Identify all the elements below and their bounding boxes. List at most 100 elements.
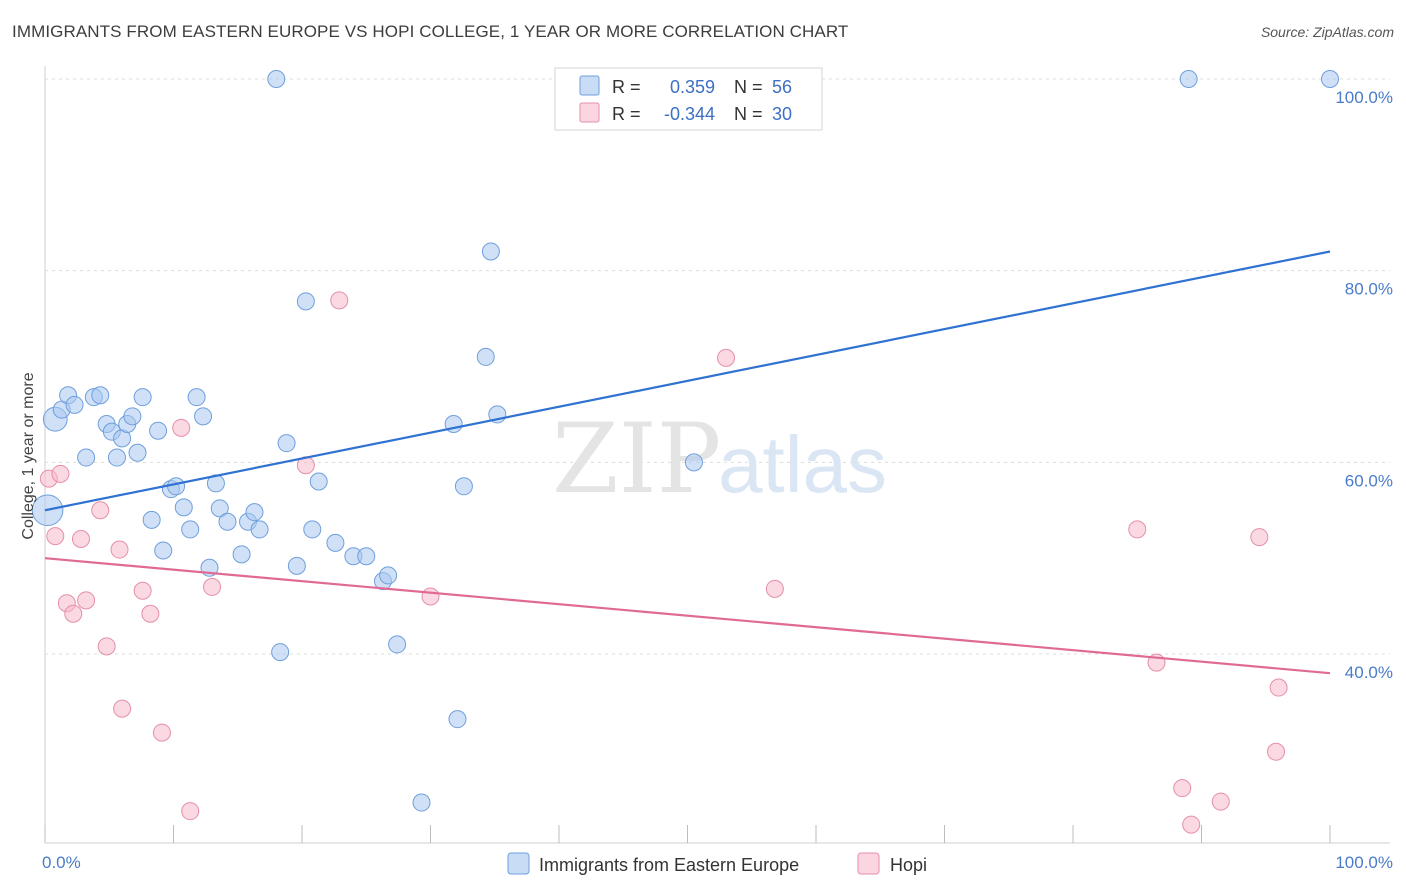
point-eastern-europe-48 (448, 710, 467, 729)
point-hopi-26 (1211, 792, 1230, 811)
point-hopi-15 (181, 802, 200, 821)
point-hopi-29 (1269, 678, 1288, 697)
point-eastern-europe-7 (91, 386, 110, 405)
point-eastern-europe-51 (481, 242, 500, 261)
point-eastern-europe-14 (128, 443, 147, 462)
legend-n-label-1: N = (734, 77, 763, 97)
point-eastern-europe-18 (154, 541, 173, 560)
point-eastern-europe-32 (250, 520, 269, 539)
point-hopi-8 (97, 637, 116, 656)
point-eastern-europe-50 (476, 347, 495, 366)
series-legend-label-eastern-europe: Immigrants from Eastern Europe (539, 855, 799, 875)
point-eastern-europe-13 (123, 407, 142, 426)
point-hopi-25 (1182, 815, 1201, 834)
point-eastern-europe-16 (142, 510, 161, 529)
point-eastern-europe-28 (218, 512, 237, 531)
series-legend-swatch-eastern-europe (507, 852, 530, 875)
point-hopi-7 (91, 501, 110, 520)
legend-n-value-2: 30 (772, 104, 792, 124)
point-hopi-28 (1267, 742, 1286, 761)
legend-swatch-eastern-europe (579, 75, 600, 96)
watermark: ZIP atlas (552, 403, 887, 515)
point-eastern-europe-44 (379, 566, 398, 585)
point-hopi-27 (1250, 528, 1269, 547)
point-eastern-europe-42 (357, 547, 376, 566)
y-tick-label-1: 60.0% (1345, 471, 1393, 490)
legend-n-value-1: 56 (772, 77, 792, 97)
point-eastern-europe-20 (167, 477, 186, 496)
correlation-legend: R = 0.359 N = 56 R = -0.344 N = 30 (554, 67, 823, 131)
point-eastern-europe-22 (181, 520, 200, 539)
point-hopi-1 (46, 527, 65, 546)
chart-title: IMMIGRANTS FROM EASTERN EUROPE VS HOPI C… (12, 22, 849, 41)
point-hopi-2 (51, 464, 70, 483)
axes (44, 66, 1390, 844)
point-eastern-europe-40 (326, 533, 345, 552)
point-eastern-europe-10 (107, 448, 126, 467)
point-eastern-europe-34 (271, 643, 290, 662)
y-tick-label-3: 100.0% (1335, 88, 1393, 107)
y-tick-label-2: 80.0% (1345, 280, 1393, 299)
legend-r-label-2: R = (612, 104, 641, 124)
point-eastern-europe-33 (267, 70, 286, 88)
point-eastern-europe-55 (1321, 70, 1339, 88)
watermark-atlas: atlas (718, 420, 887, 509)
grid-lines (45, 78, 1390, 655)
point-eastern-europe-23 (187, 388, 206, 407)
legend-r-label-1: R = (612, 77, 641, 97)
x-tick-label-1: 100.0% (1335, 853, 1393, 872)
point-hopi-24 (1173, 779, 1192, 798)
series-legend-label-hopi: Hopi (890, 855, 927, 875)
point-hopi-11 (133, 581, 152, 600)
point-eastern-europe-38 (303, 520, 322, 539)
point-hopi-6 (77, 591, 96, 610)
legend-n-label-2: N = (734, 104, 763, 124)
x-tick-label-0: 0.0% (42, 853, 81, 872)
point-eastern-europe-45 (388, 635, 407, 654)
point-hopi-20 (717, 348, 736, 367)
tick-labels: 40.0% 60.0% 80.0% 100.0% 0.0% 100.0% (42, 88, 1393, 872)
y-tick-label-0: 40.0% (1345, 663, 1393, 682)
point-eastern-europe-4 (65, 395, 84, 414)
data-points (31, 70, 1339, 834)
point-eastern-europe-49 (454, 477, 473, 496)
series-legend-swatch-hopi (857, 852, 880, 875)
y-axis-label: College, 1 year or more (20, 372, 37, 539)
point-eastern-europe-29 (232, 545, 251, 564)
trend-lines (44, 250, 1331, 675)
point-hopi-19 (421, 587, 440, 606)
source-label: Source: ZipAtlas.com (1260, 24, 1394, 40)
point-eastern-europe-37 (296, 292, 315, 311)
legend-r-value-2: -0.344 (664, 104, 715, 124)
point-eastern-europe-17 (149, 421, 168, 440)
point-eastern-europe-24 (194, 407, 213, 426)
point-eastern-europe-31 (245, 503, 264, 522)
point-eastern-europe-27 (210, 499, 229, 518)
point-hopi-13 (152, 723, 171, 742)
point-hopi-21 (765, 579, 784, 598)
point-hopi-10 (113, 699, 132, 718)
point-eastern-europe-5 (77, 448, 96, 467)
point-eastern-europe-53 (684, 453, 703, 472)
trend-line-hopi (44, 557, 1331, 675)
point-eastern-europe-35 (277, 434, 296, 453)
point-eastern-europe-54 (1179, 70, 1198, 88)
trend-line-eastern-europe (44, 250, 1331, 512)
point-hopi-12 (141, 604, 160, 623)
series-legend: Immigrants from Eastern Europe Hopi (507, 852, 927, 875)
point-eastern-europe-46 (412, 793, 431, 812)
point-hopi-14 (172, 418, 191, 437)
point-eastern-europe-39 (309, 472, 328, 491)
point-hopi-18 (330, 291, 349, 310)
point-eastern-europe-36 (287, 556, 306, 575)
point-eastern-europe-15 (133, 388, 152, 407)
point-hopi-16 (203, 577, 222, 596)
point-hopi-9 (110, 540, 129, 559)
point-hopi-4 (64, 604, 83, 623)
legend-r-value-1: 0.359 (670, 77, 715, 97)
point-hopi-5 (71, 530, 90, 548)
point-eastern-europe-21 (174, 498, 193, 517)
legend-swatch-hopi (579, 102, 600, 123)
point-hopi-22 (1128, 520, 1147, 539)
